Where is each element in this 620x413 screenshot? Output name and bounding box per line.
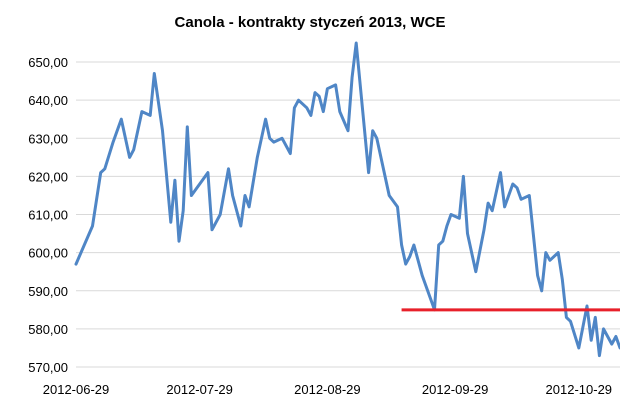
series-line	[74, 41, 620, 358]
y-tick-label: 590,00	[28, 284, 68, 299]
y-tick-label: 600,00	[28, 246, 68, 261]
y-tick-label: 610,00	[28, 208, 68, 223]
chart-title: Canola - kontrakty styczeń 2013, WCE	[174, 14, 446, 31]
x-tick-label: 2012-09-29	[422, 382, 489, 397]
x-tick-label: 2012-07-29	[166, 382, 233, 397]
x-tick-label: 2012-08-29	[294, 382, 361, 397]
y-tick-label: 640,00	[28, 93, 68, 108]
x-axis-tick-labels: 2012-06-29 2012-07-29 2012-08-29 2012-09-29…	[43, 382, 612, 397]
y-axis-tick-labels: 570,00 580,00 590,00 600,00 610,00 620,00 630,…	[28, 55, 68, 375]
y-tick-label: 630,00	[28, 131, 68, 146]
grid-lines	[76, 61, 620, 368]
y-tick-label: 650,00	[28, 55, 68, 70]
y-tick-label: 620,00	[28, 169, 68, 184]
y-tick-label: 570,00	[28, 360, 68, 375]
price-series	[74, 41, 620, 358]
x-tick-label: 2012-10-29	[546, 382, 613, 397]
y-tick-label: 580,00	[28, 322, 68, 337]
x-tick-label: 2012-06-29	[43, 382, 110, 397]
